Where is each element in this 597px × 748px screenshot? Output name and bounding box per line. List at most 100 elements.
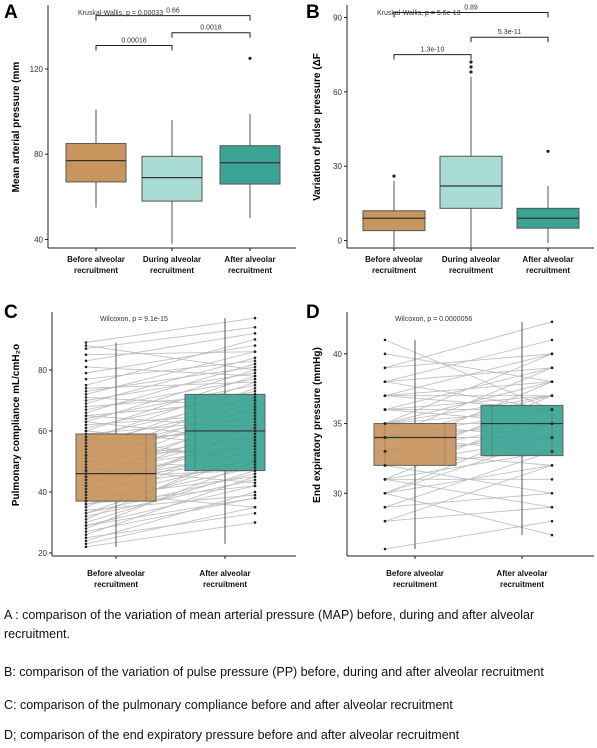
panel-letter-c: C	[4, 302, 18, 323]
data-point-before-d	[383, 547, 387, 551]
caption-c: C: comparison of the pulmonary complianc…	[4, 698, 453, 712]
box-a	[141, 155, 203, 202]
pair-line-d	[384, 353, 553, 369]
y-tick-label-c: 40	[38, 488, 47, 497]
pair-line-c	[85, 326, 256, 350]
y-tick-label-a: 40	[34, 235, 43, 244]
data-point-before-c	[84, 545, 88, 549]
y-tick-label-d: 35	[333, 420, 342, 429]
y-axis-label-c: Pulmonary compliance mL/cmH₂o	[11, 344, 22, 506]
y-tick-label-b: 60	[333, 88, 342, 97]
data-point-after-c	[253, 490, 257, 494]
data-point-after-c	[253, 472, 257, 475]
data-point-after-c	[253, 481, 257, 485]
data-point-before-d	[383, 519, 387, 523]
data-point-before-c	[84, 414, 88, 418]
pair-line-c	[85, 497, 256, 533]
data-point-before-c	[84, 527, 88, 530]
y-axis-label-b: Variation of pulse pressure (ΔF	[312, 53, 323, 201]
data-point-before-c	[84, 402, 88, 405]
data-point-after-c	[253, 377, 257, 381]
data-point-after-c	[253, 521, 257, 524]
panel-c: C Pulmonary compliance mL/cmH₂o 20 40 60 80 Be…	[4, 302, 296, 589]
comparison-p-value-a: 0.0018	[200, 25, 222, 32]
pair-line-c	[85, 522, 256, 548]
data-point-before-c	[84, 512, 88, 515]
pair-line-c	[85, 345, 256, 371]
data-point-before-c	[84, 530, 88, 533]
data-point-after-c	[253, 338, 257, 341]
comparison-bracket-a	[95, 15, 251, 21]
data-point-after-d	[550, 320, 554, 324]
comparison-bracket-b	[393, 54, 472, 60]
data-point-before-c	[84, 408, 88, 411]
data-point-before-c	[84, 429, 88, 433]
outlier-point-b	[469, 70, 473, 74]
data-point-before-c	[84, 365, 88, 369]
y-tick-label-d: 40	[333, 350, 342, 359]
data-point-after-d	[550, 533, 554, 537]
y-tick-label-d: 30	[333, 489, 342, 498]
x-tick-label-b: Before alveolar recruitment	[365, 255, 423, 275]
test-result-b: Kruskal-Wallis, p = 5.6e-13	[377, 10, 461, 17]
box-c	[75, 433, 157, 502]
pair-line-c	[85, 491, 256, 542]
pair-line-c	[85, 381, 256, 389]
data-point-after-c	[253, 332, 257, 335]
data-point-after-c	[253, 362, 257, 366]
pair-line-c	[85, 497, 256, 526]
comparison-bracket-a	[95, 45, 173, 51]
x-tick-label-d: After alveolar recruitment	[496, 569, 547, 589]
pair-line-d	[384, 381, 553, 397]
y-tick-label-a: 120	[30, 65, 44, 74]
pair-line-d	[384, 321, 553, 369]
data-point-after-c	[253, 350, 257, 353]
data-point-before-c	[84, 405, 88, 408]
y-tick-label-a: 80	[34, 150, 43, 159]
data-point-before-c	[84, 411, 88, 414]
data-point-before-c	[84, 533, 88, 536]
pair-line-c	[85, 473, 256, 514]
x-tick-label-c: Before alveolar recruitment	[87, 569, 145, 589]
data-point-after-c	[253, 371, 257, 375]
y-tick-label-b: 90	[333, 13, 342, 22]
y-tick-label-c: 60	[38, 427, 47, 436]
data-point-after-c	[253, 359, 257, 363]
data-point-after-d	[550, 394, 554, 397]
outlier-point-b	[392, 174, 396, 178]
y-tick-label-b: 0	[338, 237, 343, 246]
data-point-before-c	[84, 542, 88, 546]
data-point-after-d	[550, 519, 554, 523]
pair-line-d	[384, 339, 553, 411]
y-tick-label-c: 80	[38, 366, 47, 375]
pair-line-c	[85, 470, 256, 523]
data-point-after-c	[253, 380, 257, 384]
pair-line-c	[85, 494, 256, 511]
data-point-after-c	[253, 493, 257, 497]
box-a	[65, 143, 127, 183]
data-point-before-d	[383, 491, 387, 495]
x-tick-label-d: Before alveolar recruitment	[386, 569, 444, 589]
caption-b: B: comparison of the variation of pulse …	[4, 665, 544, 679]
data-point-before-c	[84, 502, 88, 506]
x-tick-label-b: After alveolar recruitment	[522, 255, 573, 275]
data-point-before-c	[84, 399, 88, 402]
box-b	[362, 210, 426, 232]
data-point-after-d	[550, 352, 554, 356]
comparison-p-value-a: 0.00018	[121, 38, 146, 45]
x-tick-label-a: After alveolar recruitment	[224, 255, 275, 275]
data-point-after-c	[253, 368, 257, 372]
pair-line-d	[384, 520, 553, 550]
data-point-after-c	[253, 356, 257, 360]
data-point-after-c	[253, 469, 257, 472]
comparison-p-value-b: 5.3e-11	[498, 29, 521, 36]
data-point-before-c	[84, 508, 88, 512]
box-d	[480, 404, 564, 457]
data-point-after-c	[253, 344, 257, 347]
pair-line-c	[85, 345, 256, 374]
box-a	[219, 145, 281, 185]
data-point-after-d	[550, 478, 554, 481]
data-point-before-c	[84, 423, 88, 427]
data-point-before-c	[84, 353, 88, 357]
y-axis-label-d: End expiratory pressure (mmHg)	[312, 347, 323, 503]
